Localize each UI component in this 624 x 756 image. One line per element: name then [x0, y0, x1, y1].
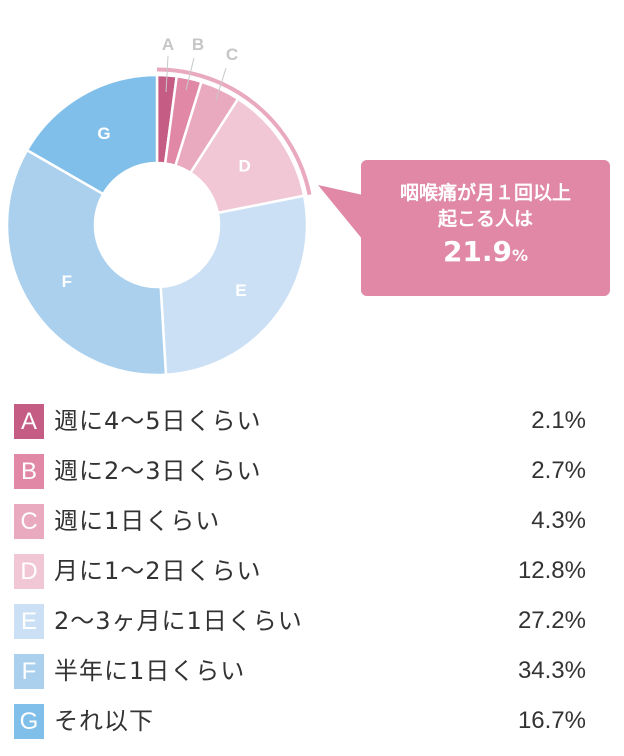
legend-swatch-g: G: [14, 704, 44, 739]
legend-item-b: B 週に2〜3日くらい 2.7%: [14, 452, 594, 502]
segment-label-c: C: [226, 45, 238, 64]
legend-value: 16.7%: [517, 707, 586, 734]
leader-line-a: [165, 55, 169, 93]
donut-segment-e: [159, 194, 309, 377]
legend-value: 2.1%: [531, 407, 586, 434]
callout-line-2: 起こる人は: [437, 208, 533, 230]
legend-label: 週に1日くらい: [54, 507, 221, 535]
chart-legend: A 週に4〜5日くらい 2.1% B 週に2〜3日くらい 2.7% C 週に1日…: [14, 402, 594, 752]
legend-swatch-b: B: [14, 454, 44, 489]
legend-swatch-e: E: [14, 604, 44, 639]
legend-item-c: C 週に1日くらい 4.3%: [14, 502, 594, 552]
legend-swatch-a: A: [14, 404, 44, 439]
segment-label-b: B: [192, 35, 204, 54]
callout-number: 21.9: [442, 235, 513, 268]
legend-value: 2.7%: [531, 457, 586, 484]
leader-line-c: [215, 67, 227, 101]
donut-chart: D E F G A B C: [5, 35, 312, 377]
legend-swatch-d: D: [14, 554, 44, 589]
segment-label-f: F: [62, 272, 72, 291]
segment-label-e: E: [235, 281, 246, 300]
legend-value: 27.2%: [517, 607, 586, 634]
callout-line-1: 咽喉痛が月１回以上: [399, 182, 571, 204]
donut-segment-f: [5, 148, 168, 377]
legend-label: 週に4〜5日くらい: [54, 407, 262, 435]
legend-label: 2〜3ヶ月に1日くらい: [54, 607, 303, 635]
segment-label-g: G: [97, 124, 110, 143]
leader-line-b: [185, 57, 195, 91]
legend-item-f: F 半年に1日くらい 34.3%: [14, 652, 594, 702]
segment-label-d: D: [238, 156, 250, 175]
annotation-arc: [156, 67, 312, 196]
segment-label-a: A: [162, 35, 174, 54]
legend-item-e: E 2〜3ヶ月に1日くらい 27.2%: [14, 602, 594, 652]
legend-swatch-f: F: [14, 654, 44, 689]
legend-value: 4.3%: [531, 507, 586, 534]
legend-label: 月に1〜2日くらい: [54, 557, 262, 585]
legend-item-d: D 月に1〜2日くらい 12.8%: [14, 552, 594, 602]
legend-item-a: A 週に4〜5日くらい 2.1%: [14, 402, 594, 452]
legend-label: 週に2〜3日くらい: [54, 457, 262, 485]
callout-pointer: [318, 185, 363, 240]
legend-value: 12.8%: [517, 557, 586, 584]
callout-unit: %: [512, 246, 529, 265]
legend-item-g: G それ以下 16.7%: [14, 702, 594, 752]
legend-value: 34.3%: [517, 657, 586, 684]
legend-label: 半年に1日くらい: [54, 657, 246, 685]
legend-label: それ以下: [54, 707, 154, 735]
legend-swatch-c: C: [14, 504, 44, 539]
donut-segment-g: [25, 73, 159, 196]
summary-callout: 咽喉痛が月１回以上 起こる人は 21.9%: [361, 160, 610, 296]
callout-value: 21.9%: [361, 234, 610, 274]
